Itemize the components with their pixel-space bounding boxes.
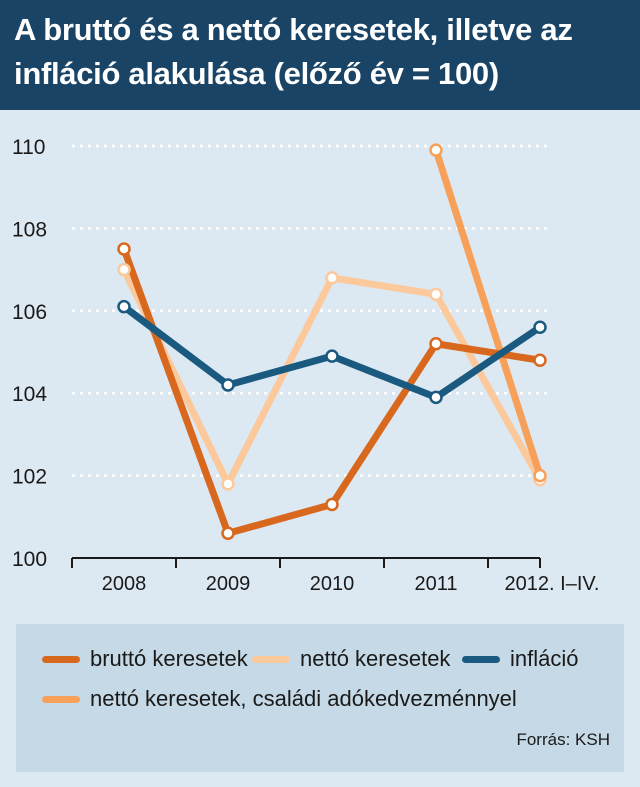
legend-swatch-netto	[252, 655, 290, 663]
data-point	[117, 262, 131, 277]
series-line	[120, 266, 544, 488]
y-tick-label: 110	[12, 136, 45, 159]
legend-label-inflacio: infláció	[510, 646, 579, 671]
source-note: Forrás: KSH	[516, 730, 610, 749]
data-point	[429, 337, 443, 351]
x-tick-label: 2010	[310, 573, 355, 595]
data-point	[221, 378, 235, 392]
x-tick-label: 2012. I–IV.	[505, 573, 600, 595]
legend-item-brutto: bruttó keresetek	[42, 644, 248, 674]
legend-swatch-netto-csaladi	[42, 695, 80, 703]
data-point	[533, 468, 547, 483]
legend-swatch-brutto	[42, 655, 80, 663]
chart-title: A bruttó és a nettó keresetek, illetve a…	[14, 12, 573, 91]
data-point	[429, 143, 443, 157]
data-point	[221, 477, 235, 491]
data-point	[533, 353, 547, 367]
line-chart: 100 102 104 106 108 110 2008 2009 2010 2011 2012. …	[12, 136, 600, 595]
y-tick-label: 100	[12, 548, 47, 571]
x-tick-label: 2009	[206, 573, 251, 595]
y-tick-label: 102	[12, 466, 47, 489]
data-point	[117, 299, 131, 314]
series-line	[432, 146, 544, 480]
data-point	[533, 320, 547, 335]
data-point	[325, 497, 339, 512]
data-point	[429, 287, 443, 302]
x-tick-label: 2008	[102, 573, 147, 595]
legend-label-netto: nettó keresetek	[300, 646, 451, 671]
data-point	[117, 242, 131, 256]
data-point	[325, 271, 339, 285]
data-point	[429, 390, 443, 405]
legend-item-inflacio: infláció	[462, 644, 578, 674]
chart-area: 100 102 104 106 108 110 2008 2009 2010 2011 2012. …	[0, 110, 640, 610]
x-tick-label: 2011	[414, 573, 457, 595]
legend-label-brutto: bruttó keresetek	[90, 646, 248, 671]
data-point	[325, 349, 339, 363]
legend: bruttó keresetek nettó keresetek infláci…	[16, 624, 624, 772]
data-point	[221, 526, 235, 541]
legend-item-netto: nettó keresetek	[252, 644, 450, 674]
legend-label-netto-csaladi: nettó keresetek, családi adókedvezménnye…	[90, 686, 517, 711]
legend-swatch-inflacio	[462, 655, 500, 663]
legend-item-netto-csaladi: nettó keresetek, családi adókedvezménnye…	[42, 684, 517, 714]
y-tick-label: 108	[12, 218, 47, 241]
y-tick-label: 106	[12, 301, 47, 324]
chart-header: A bruttó és a nettó keresetek, illetve a…	[0, 0, 640, 110]
y-tick-label: 104	[12, 383, 47, 406]
